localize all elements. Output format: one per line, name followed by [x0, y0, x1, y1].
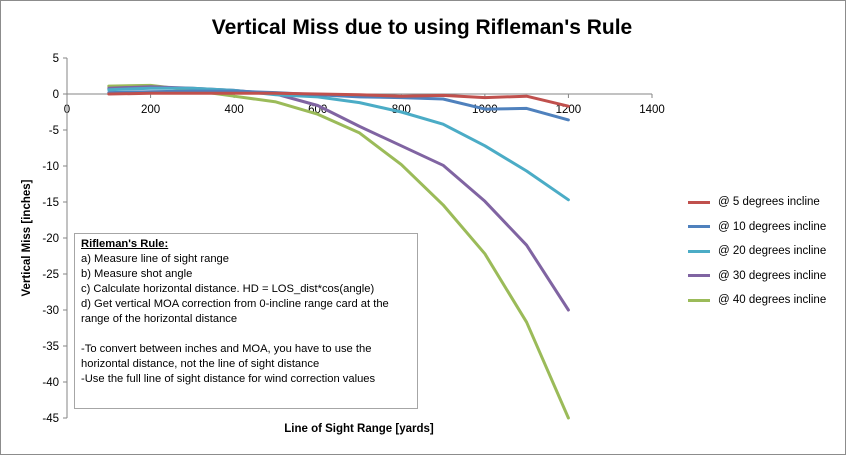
x-tick-label: 200 — [141, 104, 160, 116]
legend-swatch — [688, 298, 710, 302]
legend-item-5deg: @ 5 degrees incline — [688, 190, 826, 215]
legend-item-10deg: @ 10 degrees incline — [688, 215, 826, 240]
y-tick-label: -30 — [42, 305, 59, 317]
y-tick-label: -15 — [42, 197, 59, 209]
x-tick-label: 1400 — [639, 104, 665, 116]
note-step-c: c) Calculate horizontal distance. HD = L… — [81, 283, 375, 295]
series-line-0 — [107, 91, 570, 108]
note-spacer — [81, 327, 411, 342]
x-tick-label: 400 — [225, 104, 244, 116]
note-tip-moa: -To convert between inches and MOA, you … — [81, 343, 372, 370]
legend-swatch — [688, 249, 710, 253]
x-axis-label: Line of Sight Range [yards] — [284, 423, 434, 435]
legend-swatch — [688, 274, 710, 278]
legend-label: @ 20 degrees incline — [718, 245, 827, 258]
legend-swatch — [688, 225, 710, 229]
y-tick-label: -25 — [42, 269, 59, 281]
chart-legend: @ 5 degrees incline @ 10 degrees incline… — [688, 190, 826, 313]
legend-swatch — [688, 200, 710, 204]
legend-label: @ 10 degrees incline — [718, 220, 827, 233]
y-tick-label: -10 — [42, 161, 59, 173]
note-step-d: d) Get vertical MOA correction from 0-in… — [81, 298, 389, 325]
x-tick-label: 1200 — [556, 104, 582, 116]
legend-label: @ 30 degrees incline — [718, 269, 827, 282]
y-axis-label: Vertical Miss [inches] — [21, 179, 33, 296]
y-axis-ticks: 5 0 -5 -10 -15 -20 -25 -30 -35 -40 -45 — [42, 53, 67, 425]
y-tick-label: 0 — [53, 89, 59, 101]
legend-item-30deg: @ 30 degrees incline — [688, 264, 826, 289]
y-tick-label: -20 — [42, 233, 59, 245]
legend-item-40deg: @ 40 degrees incline — [688, 288, 826, 313]
y-tick-label: -5 — [49, 125, 59, 137]
y-tick-label: -35 — [42, 341, 59, 353]
note-tip-wind: -Use the full line of sight distance for… — [81, 373, 376, 385]
y-tick-label: -45 — [42, 413, 59, 425]
note-step-a: a) Measure line of sight range — [81, 253, 230, 265]
chart-title: Vertical Miss due to using Rifleman's Ru… — [212, 16, 632, 39]
legend-item-20deg: @ 20 degrees incline — [688, 239, 826, 264]
rifleman-rule-note: Rifleman's Rule: a) Measure line of sigh… — [74, 233, 418, 409]
series-lines — [107, 83, 570, 420]
note-step-b: b) Measure shot angle — [81, 268, 193, 280]
legend-label: @ 5 degrees incline — [718, 196, 820, 209]
series-line-2 — [107, 86, 570, 202]
note-title: Rifleman's Rule: — [81, 238, 169, 250]
y-tick-label: -40 — [42, 377, 59, 389]
legend-label: @ 40 degrees incline — [718, 294, 827, 307]
y-tick-label: 5 — [53, 53, 59, 65]
